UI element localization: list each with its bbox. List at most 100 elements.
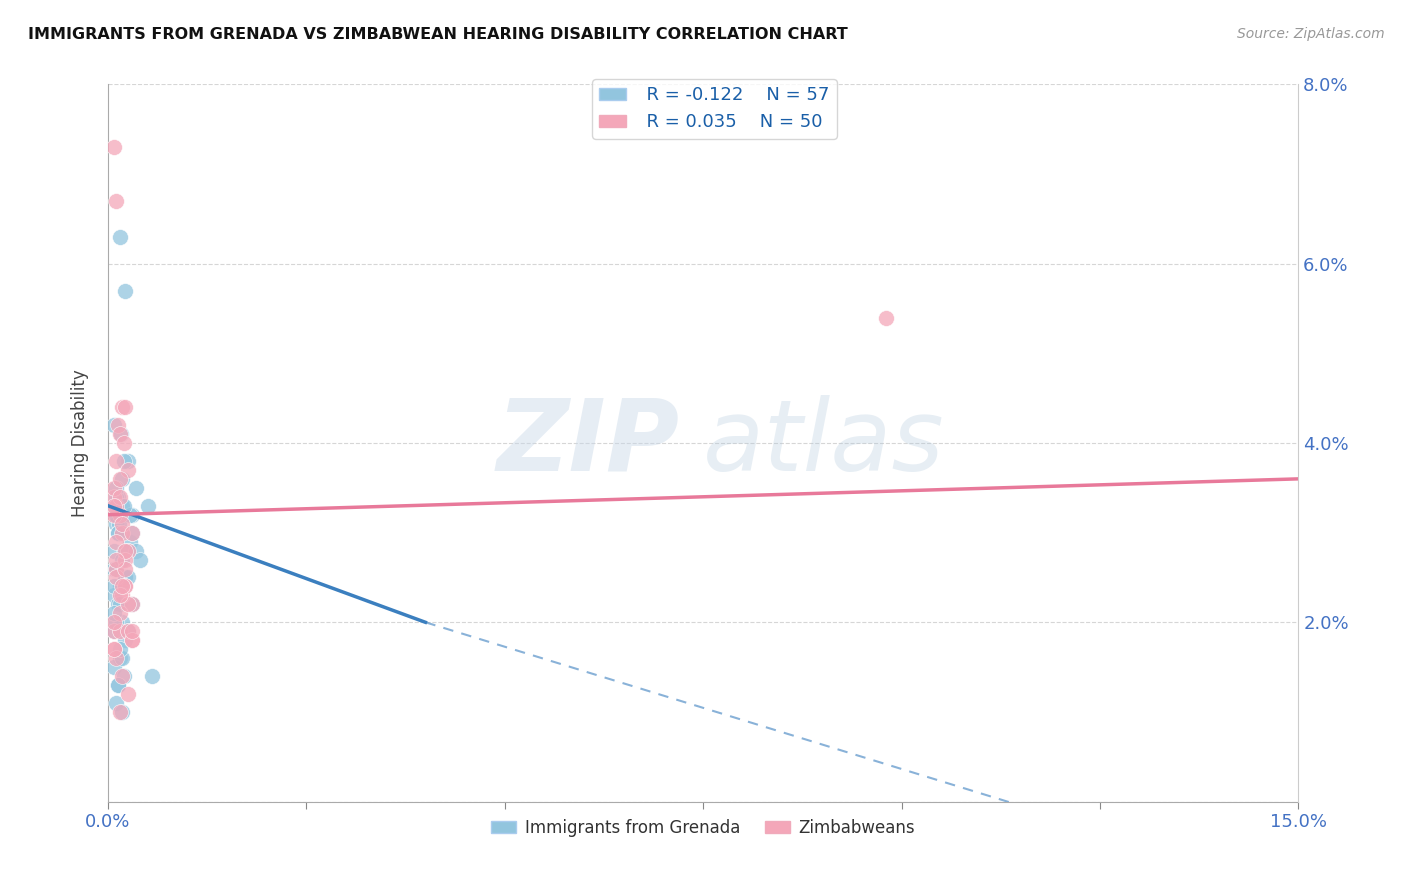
Point — [108, 472, 131, 486]
Point — [107, 678, 129, 692]
Point — [103, 615, 125, 630]
Point — [125, 543, 148, 558]
Point — [111, 552, 134, 566]
Text: atlas: atlas — [703, 394, 945, 491]
Point — [103, 579, 125, 593]
Point — [108, 427, 131, 442]
Point — [104, 508, 127, 522]
Point — [103, 624, 125, 639]
Point — [104, 570, 127, 584]
Point — [103, 642, 125, 657]
Point — [107, 418, 129, 433]
Text: ZIP: ZIP — [496, 394, 679, 491]
Point — [107, 525, 129, 540]
Point — [111, 705, 134, 719]
Point — [125, 481, 148, 495]
Point — [117, 624, 139, 639]
Point — [107, 598, 129, 612]
Point — [117, 598, 139, 612]
Legend: Immigrants from Grenada, Zimbabweans: Immigrants from Grenada, Zimbabweans — [485, 812, 922, 844]
Point — [875, 310, 897, 325]
Point — [112, 436, 135, 450]
Point — [121, 525, 143, 540]
Text: IMMIGRANTS FROM GRENADA VS ZIMBABWEAN HEARING DISABILITY CORRELATION CHART: IMMIGRANTS FROM GRENADA VS ZIMBABWEAN HE… — [28, 27, 848, 42]
Point — [110, 427, 132, 442]
Point — [117, 570, 139, 584]
Point — [114, 633, 136, 648]
Point — [103, 499, 125, 513]
Point — [111, 579, 134, 593]
Point — [114, 570, 136, 584]
Point — [117, 454, 139, 468]
Point — [103, 508, 125, 522]
Point — [114, 543, 136, 558]
Point — [121, 633, 143, 648]
Point — [111, 400, 134, 414]
Point — [117, 543, 139, 558]
Point — [121, 624, 143, 639]
Point — [112, 543, 135, 558]
Point — [112, 454, 135, 468]
Y-axis label: Hearing Disability: Hearing Disability — [72, 369, 89, 516]
Point — [103, 140, 125, 154]
Point — [117, 624, 139, 639]
Point — [103, 499, 125, 513]
Point — [117, 687, 139, 701]
Point — [103, 642, 125, 657]
Point — [108, 516, 131, 531]
Point — [108, 230, 131, 244]
Point — [111, 472, 134, 486]
Point — [103, 543, 125, 558]
Point — [103, 481, 125, 495]
Point — [104, 490, 127, 504]
Point — [104, 615, 127, 630]
Point — [103, 490, 125, 504]
Point — [104, 561, 127, 575]
Point — [104, 651, 127, 665]
Point — [114, 579, 136, 593]
Point — [136, 499, 159, 513]
Point — [121, 598, 143, 612]
Point — [104, 499, 127, 513]
Point — [111, 588, 134, 602]
Point — [108, 588, 131, 602]
Point — [128, 552, 150, 566]
Point — [103, 418, 125, 433]
Point — [108, 651, 131, 665]
Point — [103, 561, 125, 575]
Point — [114, 570, 136, 584]
Point — [104, 552, 127, 566]
Point — [107, 525, 129, 540]
Point — [104, 516, 127, 531]
Point — [104, 194, 127, 208]
Point — [104, 481, 127, 495]
Point — [104, 561, 127, 575]
Point — [103, 660, 125, 674]
Point — [107, 678, 129, 692]
Point — [117, 543, 139, 558]
Point — [104, 696, 127, 710]
Point — [108, 579, 131, 593]
Point — [108, 490, 131, 504]
Point — [103, 624, 125, 639]
Point — [104, 454, 127, 468]
Point — [111, 651, 134, 665]
Point — [107, 490, 129, 504]
Point — [121, 633, 143, 648]
Point — [112, 499, 135, 513]
Point — [111, 615, 134, 630]
Point — [108, 508, 131, 522]
Point — [141, 669, 163, 683]
Point — [104, 534, 127, 549]
Point — [111, 669, 134, 683]
Point — [108, 598, 131, 612]
Point — [114, 579, 136, 593]
Point — [108, 624, 131, 639]
Point — [108, 705, 131, 719]
Point — [111, 516, 134, 531]
Point — [121, 508, 143, 522]
Point — [117, 463, 139, 477]
Point — [111, 499, 134, 513]
Point — [121, 525, 143, 540]
Point — [120, 534, 142, 549]
